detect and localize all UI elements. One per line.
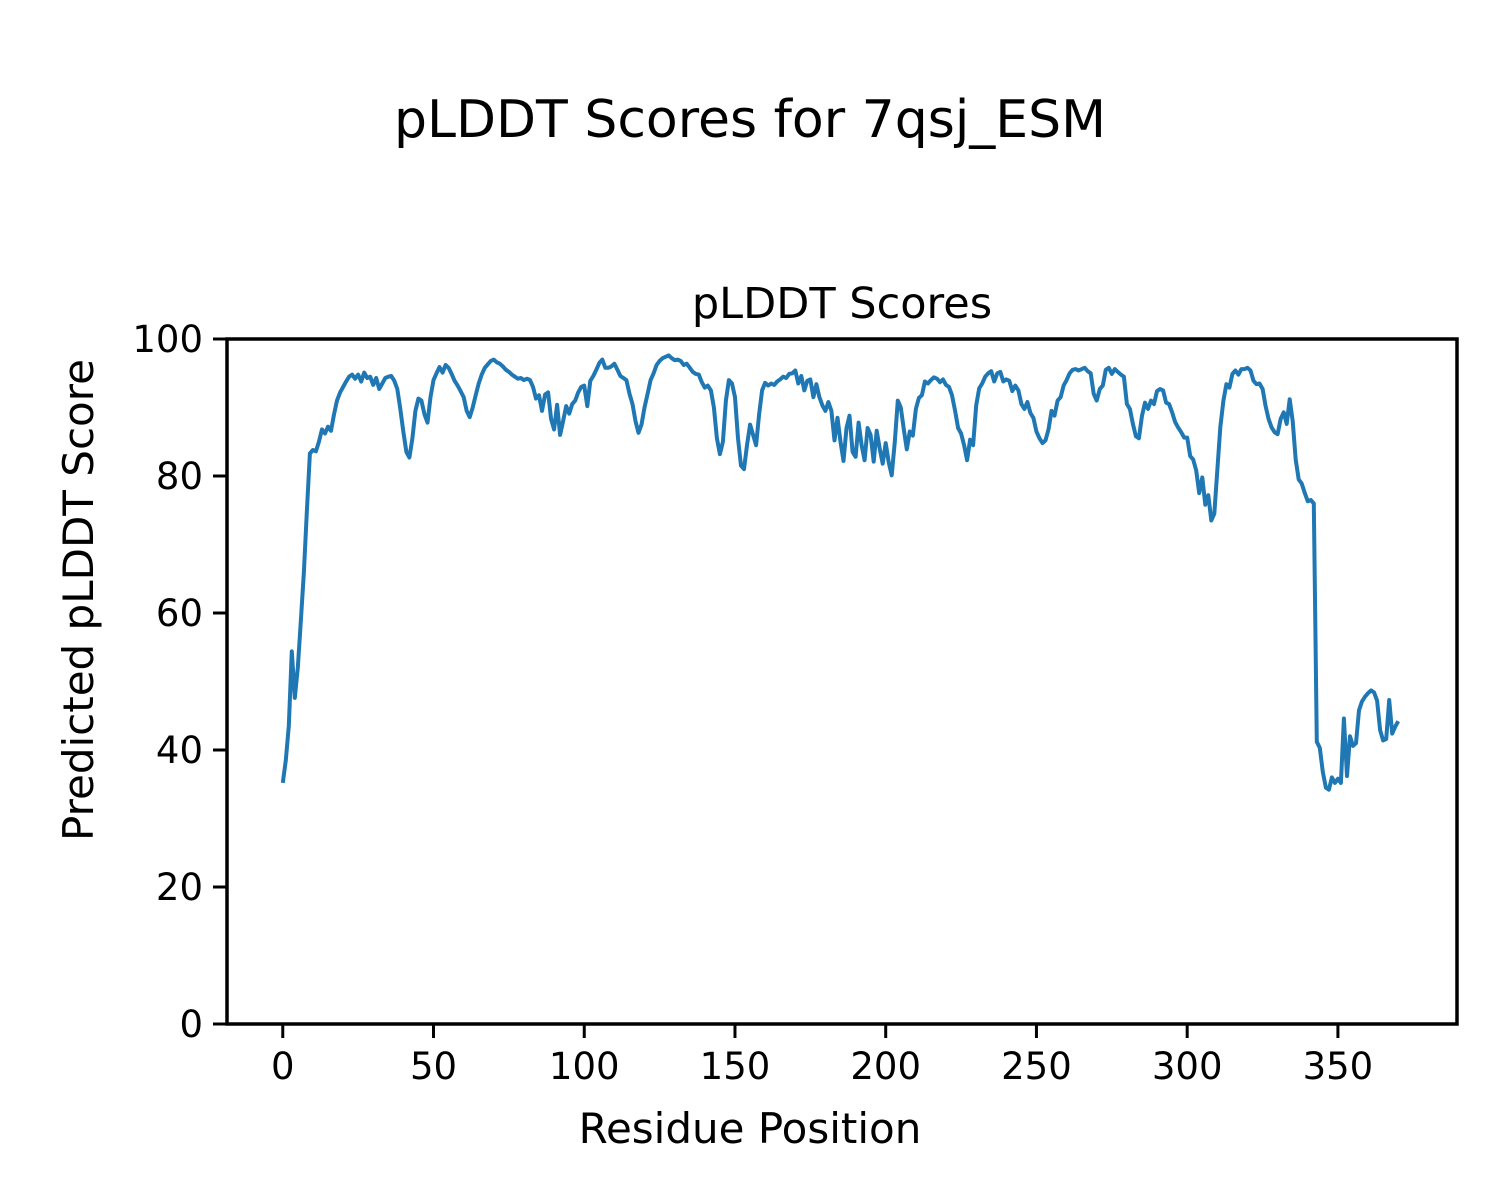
x-axis: 0 50 100 150 200 250 300 350	[271, 1024, 1373, 1088]
plddt-line	[280, 353, 1400, 792]
x-tick-label: 150	[700, 1045, 771, 1088]
axes-title: pLDDT Scores	[692, 279, 992, 329]
x-tick-label: 200	[850, 1045, 921, 1088]
x-tick-label: 250	[1001, 1045, 1072, 1088]
line-series-group	[280, 353, 1400, 792]
x-tick-label: 350	[1303, 1045, 1374, 1088]
x-tick-label: 300	[1152, 1045, 1223, 1088]
y-tick-label: 20	[156, 866, 203, 909]
y-tick-label: 0	[179, 1003, 203, 1046]
x-axis-label: Residue Position	[579, 1104, 922, 1153]
y-axis: 0 20 40 60 80 100	[132, 318, 227, 1046]
figure-suptitle: pLDDT Scores for 7qsj_ESM	[394, 90, 1106, 150]
y-tick-label: 80	[156, 455, 203, 498]
x-tick-label: 100	[549, 1045, 620, 1088]
plot-frame	[225, 337, 1459, 1026]
y-tick-label: 100	[132, 318, 203, 361]
x-tick-label: 0	[271, 1045, 295, 1088]
y-axis-label: Predicted pLDDT Score	[54, 359, 103, 841]
y-tick-label: 60	[156, 592, 203, 635]
x-tick-label: 50	[410, 1045, 457, 1088]
y-tick-label: 40	[156, 729, 203, 772]
